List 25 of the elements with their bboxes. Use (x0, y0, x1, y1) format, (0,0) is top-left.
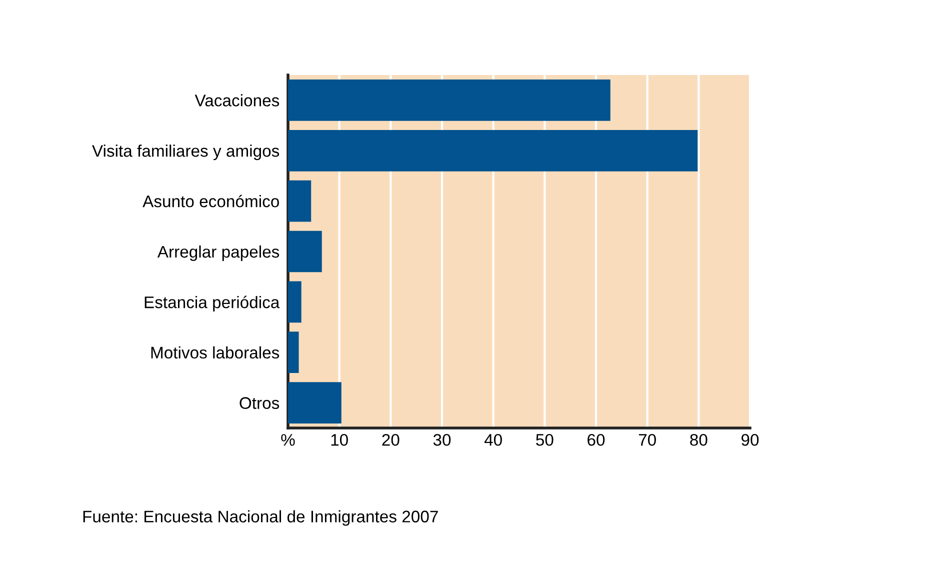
y-tick-label: Otros (240, 397, 280, 409)
x-tick-label: 60 (588, 434, 605, 446)
x-tick-label: 30 (433, 434, 451, 446)
x-tick-label: 50 (536, 434, 554, 446)
x-tick-label: 40 (484, 434, 502, 446)
y-tick-label: Visita familiares y amigos (92, 144, 280, 160)
bar (288, 80, 610, 121)
x-tick-label: 80 (690, 434, 708, 446)
source-note: Fuente: Encuesta Nacional de Inmigrantes 2007 (83, 510, 438, 526)
x-tick-label: % (281, 434, 295, 446)
x-tick-label: 20 (382, 434, 400, 446)
y-tick-label: Asunto económico (142, 194, 279, 208)
x-tick-label: 90 (742, 434, 759, 446)
y-tick-label: Motivos laborales (151, 346, 280, 359)
bar (288, 281, 302, 323)
bar (288, 332, 299, 374)
bar (288, 180, 312, 222)
bar (288, 230, 322, 272)
y-tick-label: Estancia periódica (144, 296, 280, 312)
y-tick-label: Arreglar papeles (157, 245, 280, 261)
bar (288, 382, 342, 424)
y-tick-label: Vacaciones (194, 94, 280, 106)
x-tick-label: 10 (331, 434, 348, 446)
x-tick-label: 70 (638, 434, 656, 446)
bar (288, 130, 698, 172)
